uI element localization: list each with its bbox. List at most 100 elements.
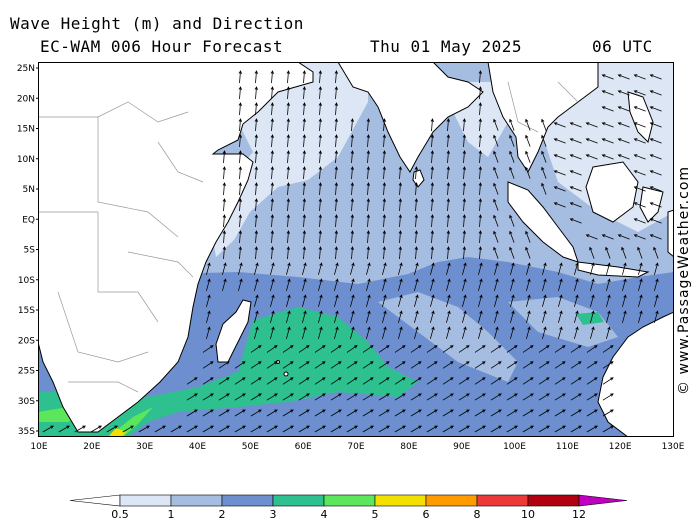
wave-arrow <box>270 310 275 323</box>
wave-arrow <box>586 393 598 401</box>
wave-arrow <box>334 230 338 244</box>
wave-arrow <box>334 310 339 323</box>
wave-arrow <box>362 393 374 401</box>
wave-arrow <box>654 294 659 307</box>
wave-arrow <box>426 345 438 353</box>
wave-arrow <box>442 393 454 401</box>
wave-arrow <box>538 409 550 417</box>
map-frame <box>38 62 674 437</box>
wave-arrow <box>286 214 290 228</box>
legend-label: 8 <box>474 508 481 521</box>
lon-tick-label: 80E <box>400 442 417 452</box>
wave-arrow <box>206 326 211 339</box>
legend-label: 6 <box>423 508 430 521</box>
wave-arrow <box>222 214 226 228</box>
wave-arrow <box>633 106 646 112</box>
wave-arrow <box>589 246 595 259</box>
wave-arrow <box>525 166 531 179</box>
wave-arrow <box>490 393 502 401</box>
wave-arrow <box>649 138 662 144</box>
wave-arrow <box>334 214 338 228</box>
wave-arrow <box>350 166 354 180</box>
wave-arrow <box>302 278 307 291</box>
wave-arrow <box>462 278 467 291</box>
wave-arrow <box>414 246 418 260</box>
wave-arrow <box>430 118 434 132</box>
legend-swatch <box>374 494 427 507</box>
wave-arrow <box>218 361 230 369</box>
wave-arrow <box>282 393 294 401</box>
wave-arrow <box>382 182 386 196</box>
wave-arrow <box>254 214 258 228</box>
wave-arrow <box>542 326 547 339</box>
wave-arrow <box>218 409 230 417</box>
wave-arrow <box>254 246 258 260</box>
wave-arrow <box>569 218 582 224</box>
wave-arrow <box>606 326 611 339</box>
wave-arrow <box>601 106 614 112</box>
wave-arrow <box>238 118 242 132</box>
wave-arrow <box>382 150 386 164</box>
wave-arrow <box>302 102 306 116</box>
java-land <box>577 261 650 278</box>
wave-arrow <box>382 198 386 212</box>
wave-arrow <box>509 150 515 163</box>
wave-arrow <box>649 186 662 192</box>
australia-land <box>597 311 674 437</box>
legend-swatch <box>425 494 478 507</box>
wave-arrow <box>302 134 306 148</box>
wave-arrow <box>366 134 370 148</box>
legend-under-tip <box>69 494 121 507</box>
wave-arrow <box>410 361 422 369</box>
wave-arrow <box>350 246 354 260</box>
wave-arrow <box>318 278 323 291</box>
wave-arrow <box>378 377 390 385</box>
wave-arrow <box>446 198 450 212</box>
wave-arrow <box>554 425 566 433</box>
wave-arrow <box>266 425 278 433</box>
wave-arrow <box>202 393 214 401</box>
wave-arrow <box>202 425 214 433</box>
map-title: Wave Height (m) and Direction <box>10 14 304 33</box>
legend-label: 4 <box>321 508 328 521</box>
wave-arrow <box>474 345 486 353</box>
wave-arrow <box>202 361 214 369</box>
wave-arrow <box>558 326 563 339</box>
wave-arrow <box>525 134 531 147</box>
wave-arrow <box>334 166 338 180</box>
wave-arrow <box>522 361 534 369</box>
wave-arrow <box>493 118 499 131</box>
wave-arrow <box>394 377 406 385</box>
wave-arrow <box>250 377 262 385</box>
wave-arrow <box>334 70 338 84</box>
wave-arrow <box>350 150 354 164</box>
lat-tick-label: 20N <box>17 94 35 104</box>
wave-arrow <box>286 230 290 244</box>
wave-arrow <box>585 154 598 160</box>
wave-arrow <box>622 262 627 275</box>
wave-arrow <box>490 425 502 433</box>
wave-arrow <box>302 262 307 275</box>
wave-arrow <box>430 262 435 275</box>
wave-arrow <box>270 262 275 275</box>
africa-arabia-land <box>38 62 314 433</box>
wave-arrow <box>234 425 246 433</box>
wave-arrow <box>522 393 534 401</box>
forecast-date: Thu 01 May 2025 <box>370 37 522 56</box>
wave-arrow <box>398 294 403 307</box>
wave-arrow <box>346 425 358 433</box>
wave-arrow <box>633 154 646 160</box>
wave-arrow <box>254 262 259 275</box>
wave-arrow <box>218 425 230 433</box>
wave-arrow <box>302 326 307 339</box>
wave-arrow <box>186 425 198 433</box>
wave-arrow <box>318 182 322 196</box>
wave-arrow <box>493 198 499 211</box>
wave-arrow <box>222 246 226 260</box>
wave-arrow <box>430 214 434 228</box>
wave-arrow <box>506 345 518 353</box>
wave-arrow <box>462 310 467 323</box>
wave-arrow <box>458 345 470 353</box>
wave-arrow <box>570 377 582 385</box>
wave-arrow <box>414 166 418 180</box>
